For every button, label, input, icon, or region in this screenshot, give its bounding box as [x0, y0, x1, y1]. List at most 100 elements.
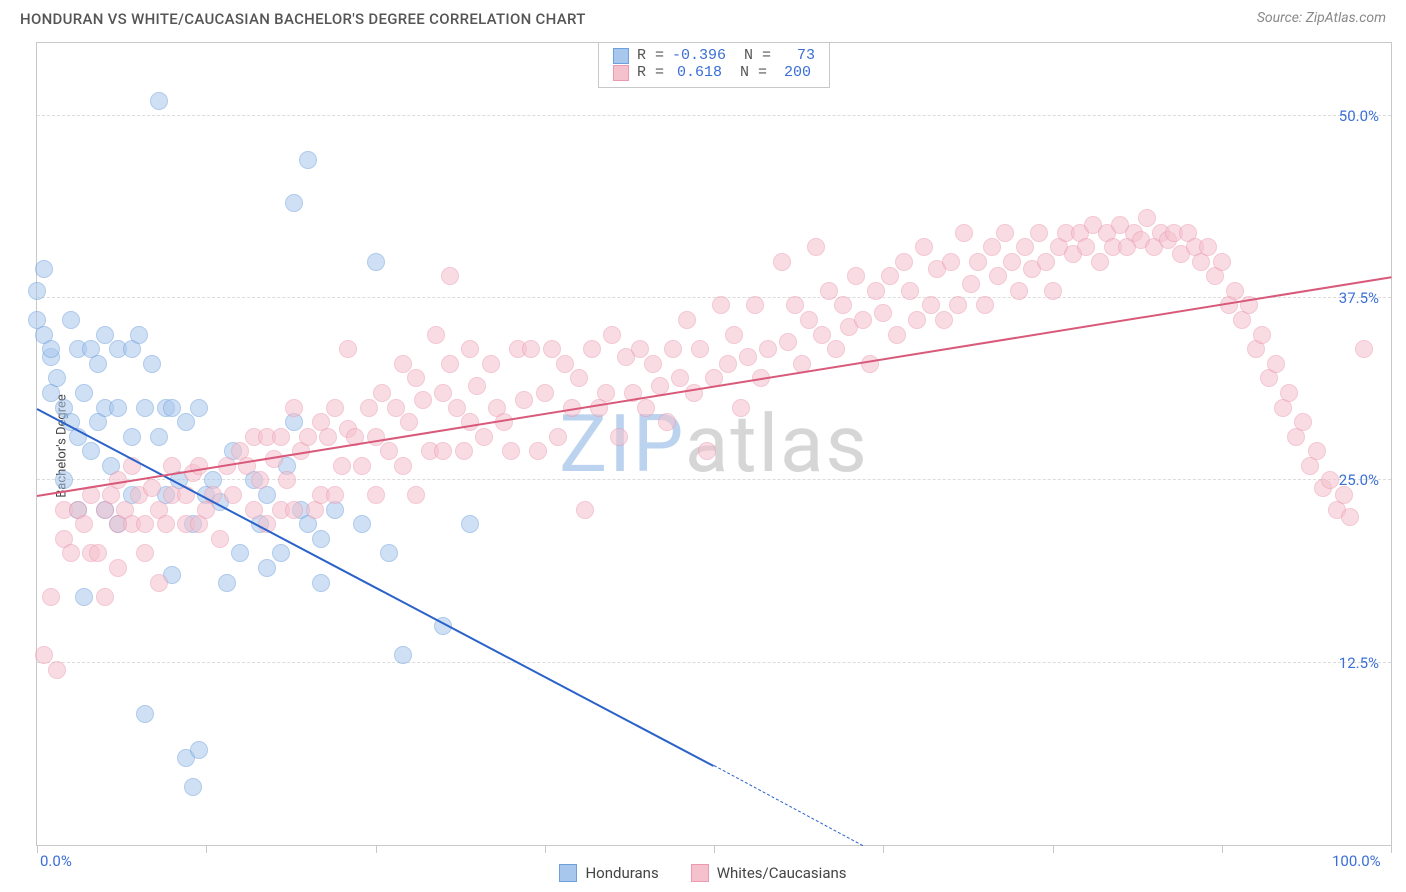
source-attribution: Source: ZipAtlas.com [1257, 10, 1386, 26]
y-tick-label: 50.0% [1339, 107, 1379, 125]
scatter-point-whites [475, 428, 493, 446]
scatter-point-whites [1280, 384, 1298, 402]
stat-N-label: N = [744, 47, 771, 64]
stat-row-whites: R =0.618N =200 [613, 64, 815, 81]
scatter-point-hondurans [285, 194, 303, 212]
scatter-point-whites [989, 267, 1007, 285]
scatter-point-whites [820, 282, 838, 300]
scatter-point-whites [915, 238, 933, 256]
scatter-point-whites [969, 253, 987, 271]
scatter-point-whites [603, 326, 621, 344]
scatter-point-whites [955, 224, 973, 242]
scatter-point-whites [739, 348, 757, 366]
scatter-point-whites [427, 326, 445, 344]
scatter-point-hondurans [48, 369, 66, 387]
scatter-point-whites [285, 501, 303, 519]
scatter-point-hondurans [163, 399, 181, 417]
scatter-point-whites [685, 384, 703, 402]
scatter-point-whites [1016, 238, 1034, 256]
scatter-point-whites [1355, 340, 1373, 358]
scatter-point-hondurans [380, 544, 398, 562]
scatter-point-whites [48, 661, 66, 679]
scatter-point-whites [908, 311, 926, 329]
scatter-point-whites [888, 326, 906, 344]
scatter-point-whites [536, 384, 554, 402]
scatter-point-whites [1341, 508, 1359, 526]
legend-label: Whites/Caucasians [717, 864, 847, 882]
scatter-point-whites [326, 399, 344, 417]
scatter-point-whites [502, 442, 520, 460]
x-axis-min-label: 0.0% [40, 852, 72, 870]
scatter-point-whites [529, 442, 547, 460]
stat-R-label: R = [637, 47, 664, 64]
scatter-point-whites [942, 253, 960, 271]
scatter-point-whites [373, 384, 391, 402]
scatter-point-whites [1044, 282, 1062, 300]
scatter-point-whites [1030, 224, 1048, 242]
correlation-stats-box: R =-0.396N =73R =0.618N =200 [598, 43, 830, 88]
scatter-point-whites [732, 399, 750, 417]
scatter-point-whites [441, 267, 459, 285]
scatter-point-whites [854, 311, 872, 329]
scatter-point-whites [996, 224, 1014, 242]
scatter-point-whites [482, 355, 500, 373]
scatter-point-whites [380, 442, 398, 460]
scatter-point-whites [400, 413, 418, 431]
gridline [37, 479, 1391, 480]
y-tick-label: 37.5% [1339, 289, 1379, 307]
scatter-point-hondurans [130, 326, 148, 344]
scatter-point-whites [725, 326, 743, 344]
legend-swatch-icon [691, 864, 709, 882]
scatter-point-whites [522, 340, 540, 358]
scatter-point-whites [224, 486, 242, 504]
scatter-point-hondurans [143, 355, 161, 373]
scatter-point-hondurans [136, 705, 154, 723]
scatter-point-whites [1335, 486, 1353, 504]
scatter-point-hondurans [150, 428, 168, 446]
scatter-point-whites [976, 296, 994, 314]
scatter-point-hondurans [461, 515, 479, 533]
scatter-point-hondurans [62, 311, 80, 329]
scatter-point-whites [610, 428, 628, 446]
scatter-point-whites [691, 340, 709, 358]
scatter-point-hondurans [75, 588, 93, 606]
x-tick [376, 845, 377, 853]
scatter-point-whites [678, 311, 696, 329]
scatter-point-whites [712, 296, 730, 314]
scatter-point-whites [299, 428, 317, 446]
legend-swatch-icon [559, 864, 577, 882]
scatter-point-whites [813, 326, 831, 344]
scatter-point-whites [867, 282, 885, 300]
stat-N-value: 200 [775, 64, 811, 81]
scatter-point-whites [800, 311, 818, 329]
scatter-point-whites [62, 544, 80, 562]
scatter-point-whites [515, 391, 533, 409]
scatter-point-whites [874, 304, 892, 322]
scatter-point-hondurans [312, 574, 330, 592]
scatter-point-whites [827, 340, 845, 358]
scatter-point-whites [1294, 413, 1312, 431]
scatter-point-whites [407, 369, 425, 387]
x-axis-max-label: 100.0% [1332, 852, 1381, 870]
scatter-point-whites [597, 384, 615, 402]
scatter-point-whites [1267, 355, 1285, 373]
scatter-point-whites [807, 238, 825, 256]
plot-canvas: ZIPatlas R =-0.396N =73R =0.618N =200 12… [37, 43, 1391, 845]
scatter-point-whites [746, 296, 764, 314]
scatter-point-whites [394, 355, 412, 373]
stat-N-label: N = [740, 64, 767, 81]
x-tick [37, 845, 38, 853]
scatter-point-whites [698, 442, 716, 460]
scatter-point-whites [847, 267, 865, 285]
scatter-point-whites [658, 413, 676, 431]
scatter-point-whites [89, 544, 107, 562]
scatter-point-hondurans [96, 326, 114, 344]
scatter-point-whites [583, 340, 601, 358]
legend: HonduransWhites/Caucasians [0, 864, 1406, 882]
scatter-point-whites [935, 311, 953, 329]
scatter-point-hondurans [312, 530, 330, 548]
scatter-point-whites [1253, 326, 1271, 344]
scatter-point-hondurans [82, 442, 100, 460]
scatter-point-whites [333, 457, 351, 475]
scatter-point-whites [543, 340, 561, 358]
